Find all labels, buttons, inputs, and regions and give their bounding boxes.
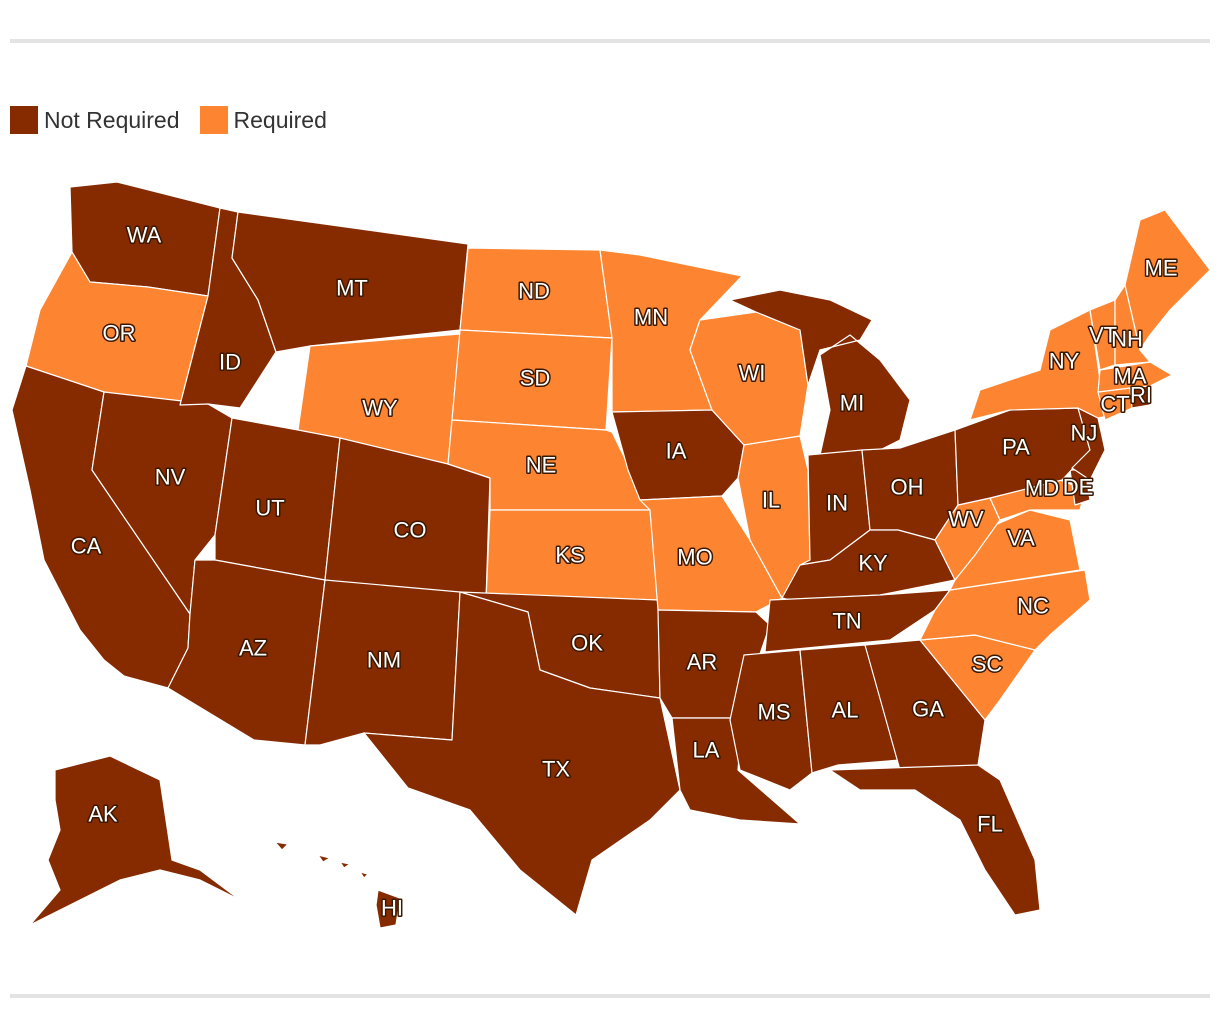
state-nv[interactable] (91, 391, 233, 615)
state-label-or: OR (103, 321, 136, 346)
state-label-nc: NC (1017, 594, 1049, 619)
state-label-nv: NV (155, 465, 186, 490)
state-label-nm: NM (367, 648, 401, 673)
state-label-sc: SC (972, 652, 1003, 677)
state-label-mn: MN (634, 305, 668, 330)
legend-item-not-required: Not Required (10, 106, 180, 134)
state-label-pa: PA (1002, 435, 1030, 460)
state-label-wa: WA (127, 223, 162, 248)
state-me[interactable] (1124, 209, 1211, 351)
state-fl[interactable] (829, 764, 1041, 916)
state-label-co: CO (394, 518, 427, 543)
state-label-mi: MI (840, 391, 864, 416)
state-az[interactable] (167, 559, 326, 746)
state-label-ak: AK (88, 802, 118, 827)
legend: Not Required Required (10, 106, 347, 134)
state-hi[interactable] (274, 841, 401, 929)
state-label-fl: FL (977, 812, 1003, 837)
state-label-wy: WY (362, 396, 398, 421)
state-label-de: DE (1063, 475, 1094, 500)
state-label-sd: SD (520, 366, 551, 391)
state-label-id: ID (219, 350, 241, 375)
legend-swatch-not-required (10, 106, 38, 134)
state-label-ok: OK (571, 631, 603, 656)
state-al[interactable] (799, 644, 901, 774)
state-label-ma: MA (1114, 364, 1147, 389)
state-label-ky: KY (858, 551, 888, 576)
state-ga[interactable] (864, 639, 986, 771)
bottom-divider (10, 994, 1210, 998)
state-label-ct: CT (1100, 392, 1129, 417)
state-label-nh: NH (1111, 327, 1143, 352)
state-label-tn: TN (832, 609, 861, 634)
state-label-ut: UT (255, 496, 284, 521)
state-label-ks: KS (555, 543, 584, 568)
state-nc[interactable] (919, 569, 1091, 651)
legend-label-required: Required (233, 106, 327, 133)
state-label-ca: CA (71, 534, 102, 559)
state-ak[interactable] (29, 755, 241, 926)
state-label-la: LA (693, 738, 720, 763)
state-label-oh: OH (891, 475, 924, 500)
state-label-hi: HI (381, 896, 403, 921)
state-label-ms: MS (758, 700, 791, 725)
state-label-il: IL (762, 488, 780, 513)
top-divider (10, 39, 1210, 43)
legend-swatch-required (199, 106, 228, 134)
state-label-tx: TX (542, 757, 570, 782)
state-label-ny: NY (1049, 349, 1080, 374)
state-label-wi: WI (739, 361, 766, 386)
legend-item-required: Required (199, 106, 327, 134)
state-mi[interactable] (729, 289, 911, 456)
state-label-nj: NJ (1071, 421, 1098, 446)
state-label-wv: WV (948, 507, 984, 532)
state-label-me: ME (1145, 256, 1178, 281)
state-label-ia: IA (666, 439, 687, 464)
state-label-al: AL (832, 698, 859, 723)
state-label-nd: ND (518, 279, 550, 304)
state-label-az: AZ (239, 636, 267, 661)
state-tx[interactable] (363, 591, 681, 916)
state-label-vt: VT (1089, 323, 1117, 348)
legend-label-not-required: Not Required (44, 106, 180, 133)
state-nh[interactable] (1114, 284, 1151, 366)
state-label-md: MD (1025, 476, 1059, 501)
state-label-ri: RI (1130, 383, 1152, 408)
state-label-mt: MT (336, 276, 368, 301)
state-label-mo: MO (677, 545, 712, 570)
state-label-in: IN (826, 491, 848, 516)
state-label-ne: NE (526, 453, 557, 478)
state-label-va: VA (1007, 526, 1035, 551)
state-co[interactable] (324, 437, 491, 601)
state-label-ga: GA (912, 697, 944, 722)
state-label-ar: AR (687, 650, 718, 675)
